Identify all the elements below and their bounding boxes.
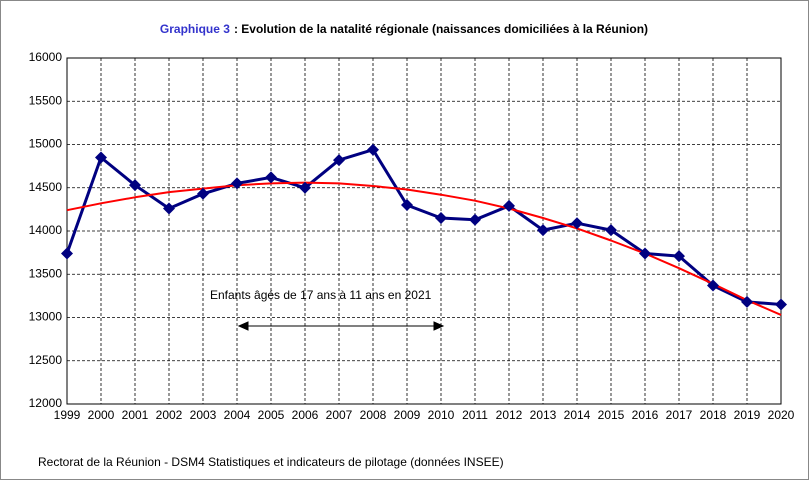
- point: [299, 181, 311, 194]
- x-tick-label: 1999: [54, 408, 81, 422]
- x-tick-label: 2013: [530, 408, 557, 422]
- x-tick-label: 2017: [666, 408, 693, 422]
- point: [639, 247, 651, 260]
- point: [503, 199, 515, 212]
- x-tick-label: 2004: [224, 408, 251, 422]
- point: [231, 177, 243, 190]
- x-tick-label: 2009: [394, 408, 421, 422]
- x-tick-label: 2020: [768, 408, 795, 422]
- y-tick-label: 14500: [29, 180, 63, 194]
- x-tick-label: 2005: [258, 408, 285, 422]
- point: [333, 154, 345, 167]
- y-tick-label: 15000: [29, 137, 63, 151]
- point: [673, 250, 685, 263]
- point: [707, 279, 719, 292]
- point: [537, 224, 549, 237]
- trend-line: [66, 181, 782, 316]
- point: [605, 224, 617, 237]
- y-tick-label: 15500: [29, 93, 63, 107]
- plot-border: [66, 57, 782, 405]
- y-tick-label: 12000: [29, 396, 63, 410]
- point: [265, 171, 277, 184]
- x-tick-label: 2016: [632, 408, 659, 422]
- chart-title: Graphique 3 : Evolution de la natalité ré…: [160, 22, 648, 36]
- annotation: Enfants âgés de 17 ans à 11 ans en 2021: [210, 288, 432, 302]
- y-tick-label: 13000: [29, 310, 63, 324]
- x-tick-label: 2012: [496, 408, 523, 422]
- point: [61, 247, 73, 260]
- x-tick-label: 2001: [122, 408, 149, 422]
- x-tick-label: 2006: [292, 408, 319, 422]
- point: [129, 179, 141, 192]
- x-tick-label: 2008: [360, 408, 387, 422]
- point: [435, 212, 447, 225]
- x-tick-label: 2010: [428, 408, 455, 422]
- x-tick-label: 2003: [190, 408, 217, 422]
- point: [401, 199, 413, 212]
- point: [571, 217, 583, 230]
- y-tick-label: 12500: [29, 353, 63, 367]
- point: [775, 298, 787, 311]
- x-tick-label: 2015: [598, 408, 625, 422]
- title-text: : Evolution de la natalité régionale (na…: [234, 22, 648, 36]
- x-tick-label: 2019: [734, 408, 761, 422]
- y-tick-label: 16000: [29, 50, 63, 64]
- x-tick-label: 2000: [88, 408, 115, 422]
- title-label: Graphique 3: [160, 22, 230, 36]
- point: [163, 202, 175, 215]
- x-tick-label: 2007: [326, 408, 353, 422]
- source-note: Rectorat de la Réunion - DSM4 Statistiqu…: [38, 455, 504, 469]
- point: [367, 143, 379, 156]
- x-tick-label: 2018: [700, 408, 727, 422]
- y-tick-label: 14000: [29, 223, 63, 237]
- x-tick-label: 2002: [156, 408, 183, 422]
- data-line: [65, 148, 782, 306]
- point: [469, 213, 481, 226]
- x-tick-label: 2011: [462, 408, 488, 422]
- x-tick-label: 2014: [564, 408, 591, 422]
- annotation-arrow: [237, 321, 445, 331]
- point: [197, 187, 209, 200]
- y-tick-label: 13500: [29, 266, 63, 280]
- point: [741, 295, 753, 308]
- point: [95, 151, 107, 164]
